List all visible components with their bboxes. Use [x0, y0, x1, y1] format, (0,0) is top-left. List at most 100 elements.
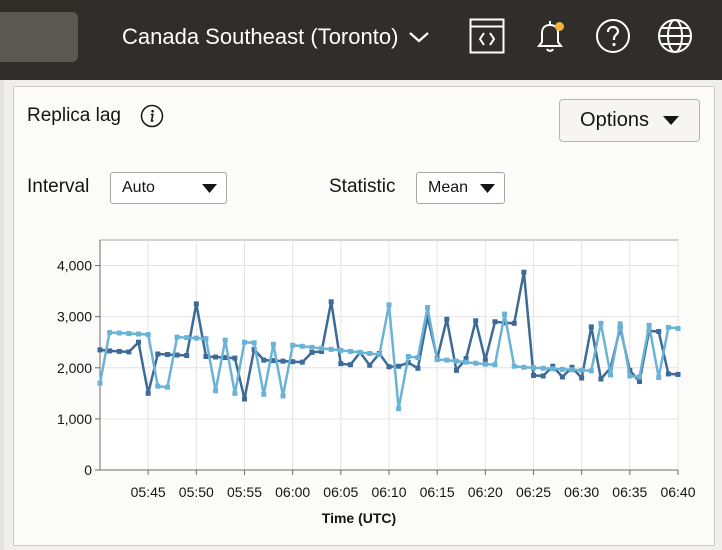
top-header-bar: Canada Southeast (Toronto): [0, 0, 722, 80]
data-point: [598, 376, 604, 382]
data-point: [598, 320, 604, 326]
help-icon[interactable]: [595, 18, 631, 54]
data-point: [97, 380, 103, 386]
data-point: [126, 349, 132, 355]
data-point: [136, 339, 142, 345]
data-point: [540, 365, 546, 371]
data-point: [492, 319, 498, 325]
x-tick-label: 05:45: [131, 484, 166, 500]
data-point: [280, 358, 286, 364]
data-point: [145, 390, 151, 396]
data-point: [482, 361, 488, 367]
data-point: [193, 335, 199, 341]
data-point: [328, 299, 334, 305]
data-point: [502, 320, 508, 326]
data-point: [665, 324, 671, 330]
data-point: [569, 367, 575, 373]
data-point: [261, 357, 267, 363]
data-point: [155, 383, 161, 389]
data-point: [280, 393, 286, 399]
data-point: [367, 362, 373, 368]
region-selector[interactable]: Canada Southeast (Toronto): [122, 22, 430, 52]
data-point: [203, 336, 209, 342]
data-point: [617, 321, 623, 327]
notification-dot: [555, 22, 564, 31]
data-point: [251, 340, 257, 346]
data-point: [338, 347, 344, 353]
y-tick-label: 3,000: [57, 309, 92, 325]
data-point: [656, 374, 662, 380]
data-point: [550, 366, 556, 372]
data-point: [347, 348, 353, 354]
data-point: [502, 311, 508, 317]
y-tick-label: 4,000: [57, 258, 92, 274]
interval-value: Auto: [122, 179, 155, 196]
x-tick-label: 06:20: [468, 484, 503, 500]
bell-icon[interactable]: [532, 18, 568, 54]
data-point: [319, 348, 325, 354]
statistic-select[interactable]: Mean: [416, 172, 505, 204]
data-point: [559, 366, 565, 372]
data-point: [656, 328, 662, 334]
data-point: [116, 330, 122, 336]
data-point: [588, 368, 594, 374]
data-point: [261, 391, 267, 397]
data-point: [473, 360, 479, 366]
info-icon[interactable]: [140, 104, 164, 128]
data-point: [453, 358, 459, 364]
data-point: [453, 367, 459, 373]
panel-title: Replica lag: [27, 105, 121, 126]
statistic-label: Statistic: [329, 176, 396, 197]
data-point: [636, 374, 642, 380]
interval-select[interactable]: Auto: [110, 172, 227, 204]
data-point: [569, 364, 575, 370]
x-tick-label: 06:30: [564, 484, 599, 500]
data-point: [232, 390, 238, 396]
data-point: [107, 330, 113, 336]
data-point: [193, 301, 199, 307]
caret-down-icon: [202, 184, 217, 193]
data-point: [540, 373, 546, 379]
data-point: [145, 332, 151, 338]
data-point: [126, 331, 132, 337]
data-point: [444, 357, 450, 363]
data-point: [184, 353, 190, 359]
data-point: [309, 344, 315, 350]
data-point: [531, 372, 536, 378]
y-tick-label: 0: [84, 462, 92, 478]
x-tick-label: 06:15: [420, 484, 455, 500]
data-point: [242, 339, 247, 345]
data-point: [415, 355, 421, 361]
globe-icon[interactable]: [657, 18, 693, 54]
data-point: [425, 314, 431, 320]
data-point: [636, 379, 642, 385]
code-editor-icon[interactable]: [469, 18, 505, 54]
data-point: [559, 374, 565, 380]
data-point: [531, 365, 536, 371]
search-box[interactable]: [0, 12, 78, 62]
data-point: [627, 373, 633, 379]
data-point: [299, 343, 305, 349]
data-point: [97, 347, 103, 353]
data-point: [290, 342, 296, 348]
data-point: [242, 396, 247, 402]
data-point: [213, 354, 219, 360]
statistic-value: Mean: [428, 179, 469, 196]
data-point: [511, 320, 517, 326]
x-tick-label: 06:00: [275, 484, 310, 500]
data-point: [116, 348, 122, 354]
data-point: [299, 359, 305, 365]
data-point: [588, 324, 594, 330]
data-point: [270, 341, 276, 347]
options-button[interactable]: Options: [559, 99, 700, 142]
data-point: [222, 355, 228, 361]
x-axis-title: Time (UTC): [322, 510, 396, 526]
data-point: [550, 363, 556, 369]
x-tick-label: 05:55: [227, 484, 262, 500]
data-point: [521, 364, 527, 370]
data-point: [608, 365, 614, 371]
caret-down-icon: [480, 184, 495, 193]
data-point: [579, 375, 585, 381]
caret-down-icon: [662, 116, 679, 125]
